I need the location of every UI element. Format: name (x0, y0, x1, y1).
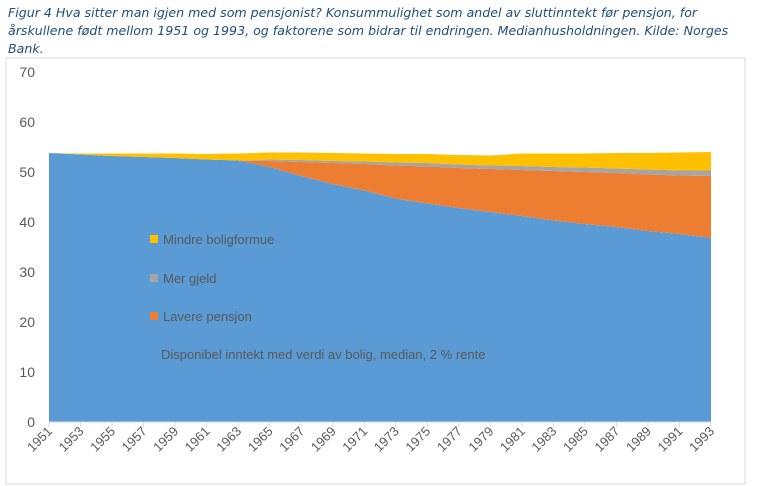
legend-swatch (150, 235, 158, 243)
legend-swatch (150, 312, 158, 320)
y-tick-label: 50 (19, 164, 35, 180)
area-series-lavere-pensjon (49, 153, 711, 238)
legend-label: Disponibel inntekt med verdi av bolig, m… (161, 347, 485, 362)
y-tick-label: 30 (19, 264, 35, 280)
area-series-mindre-boligformue (49, 152, 711, 171)
y-axis-ticks: 0 10 20 30 40 50 60 70 (19, 64, 35, 430)
y-tick-label: 60 (19, 114, 35, 130)
area-series-mer-gjeld (49, 153, 711, 176)
figure-caption: Figur 4 Hva sitter man igjen med som pen… (8, 5, 729, 56)
y-tick-label: 20 (19, 314, 35, 330)
area-layers (49, 152, 711, 422)
y-tick-label: 70 (19, 64, 35, 80)
y-tick-label: 0 (27, 414, 35, 430)
legend-label: Lavere pensjon (163, 309, 252, 324)
legend: Mindre boligformue Mer gjeld Lavere pensjo… (150, 232, 485, 362)
area-series-disponibel-inntekt-med-verdi-av-bolig-median-2-rente (49, 153, 711, 422)
legend-label: Mer gjeld (163, 271, 216, 286)
legend-label: Mindre boligformue (163, 232, 274, 247)
y-tick-label: 10 (19, 364, 35, 380)
legend-swatch (150, 274, 158, 282)
y-tick-label: 40 (19, 214, 35, 230)
